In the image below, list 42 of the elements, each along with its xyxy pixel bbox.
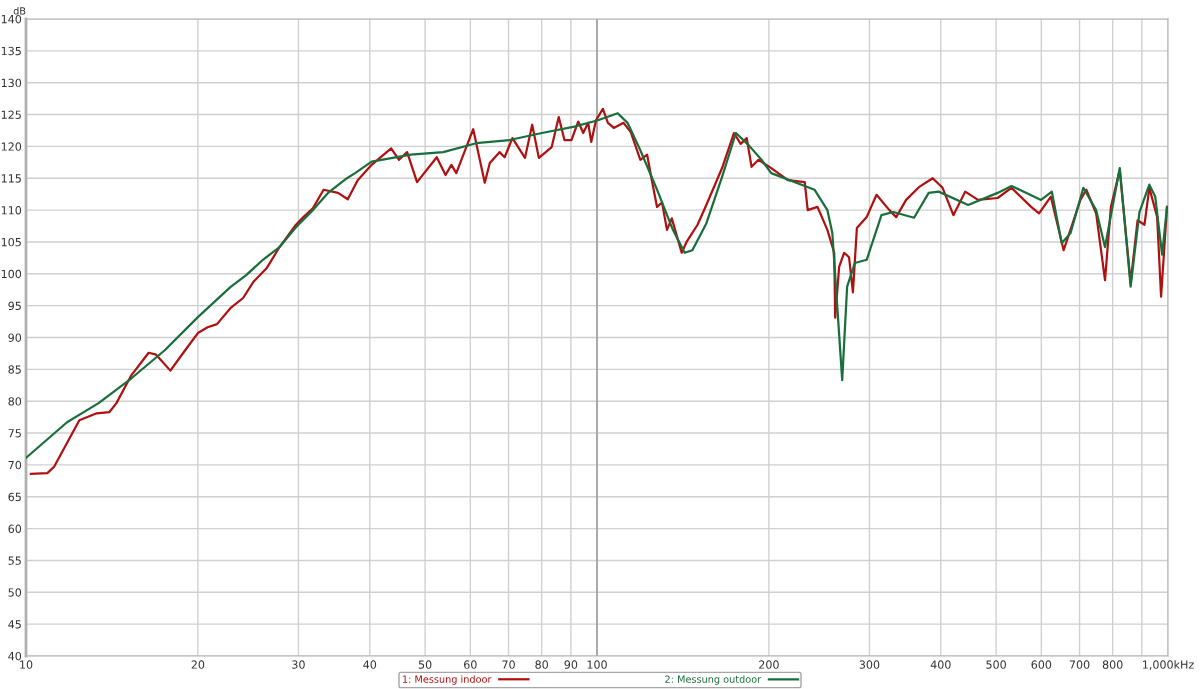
y-tick-label: 85 (8, 365, 21, 374)
y-tick-label: 40 (8, 651, 22, 661)
x-tick-label: 400 (930, 660, 951, 669)
y-tick-label: 125 (1, 110, 21, 119)
legend-label: 1: Messung indoor (402, 675, 492, 685)
x-tick-label: 70 (502, 660, 515, 669)
y-tick-label: 50 (8, 588, 22, 597)
y-tick-label: 80 (8, 397, 22, 406)
y-tick-label: 120 (1, 142, 22, 151)
y-tick-label: 130 (1, 78, 22, 88)
y-tick-label: 45 (8, 620, 21, 629)
y-tick-label: 100 (1, 269, 22, 279)
y-tick-label: 70 (8, 460, 22, 470)
y-tick-label: 95 (8, 301, 21, 311)
x-tick-label: 300 (859, 660, 880, 669)
x-tick-label: 20 (191, 660, 205, 669)
x-tick-label: 60 (464, 660, 477, 669)
y-tick-label: 115 (1, 174, 21, 183)
legend-label: 2: Messung outdoor (665, 675, 762, 685)
x-tick-label: 800 (1102, 660, 1123, 669)
x-tick-label: 500 (986, 660, 1006, 669)
x-tick-label: 1,000kHz (1143, 660, 1194, 670)
x-tick-label: 80 (535, 660, 548, 669)
y-tick-label: 135 (1, 46, 21, 56)
x-tick-label: 40 (363, 660, 377, 669)
y-tick-label: 90 (8, 333, 22, 342)
y-axis-title: dB (13, 7, 26, 15)
y-tick-label: 55 (8, 556, 21, 565)
y-tick-label: 110 (1, 206, 22, 215)
y-tick-label: 105 (1, 237, 21, 247)
y-tick-label: 75 (8, 429, 21, 438)
x-tick-label: 10 (20, 660, 33, 669)
x-tick-label: 600 (1031, 660, 1052, 669)
x-tick-label: 90 (564, 660, 578, 669)
y-tick-label: 60 (8, 524, 22, 533)
x-tick-label: 100 (587, 660, 607, 669)
x-tick-label: 200 (759, 660, 779, 669)
y-tick-label: 140 (1, 14, 22, 24)
x-tick-label: 50 (418, 660, 432, 669)
x-tick-label: 30 (292, 660, 305, 669)
y-tick-label: 65 (8, 492, 21, 502)
x-tick-label: 700 (1069, 660, 1090, 669)
